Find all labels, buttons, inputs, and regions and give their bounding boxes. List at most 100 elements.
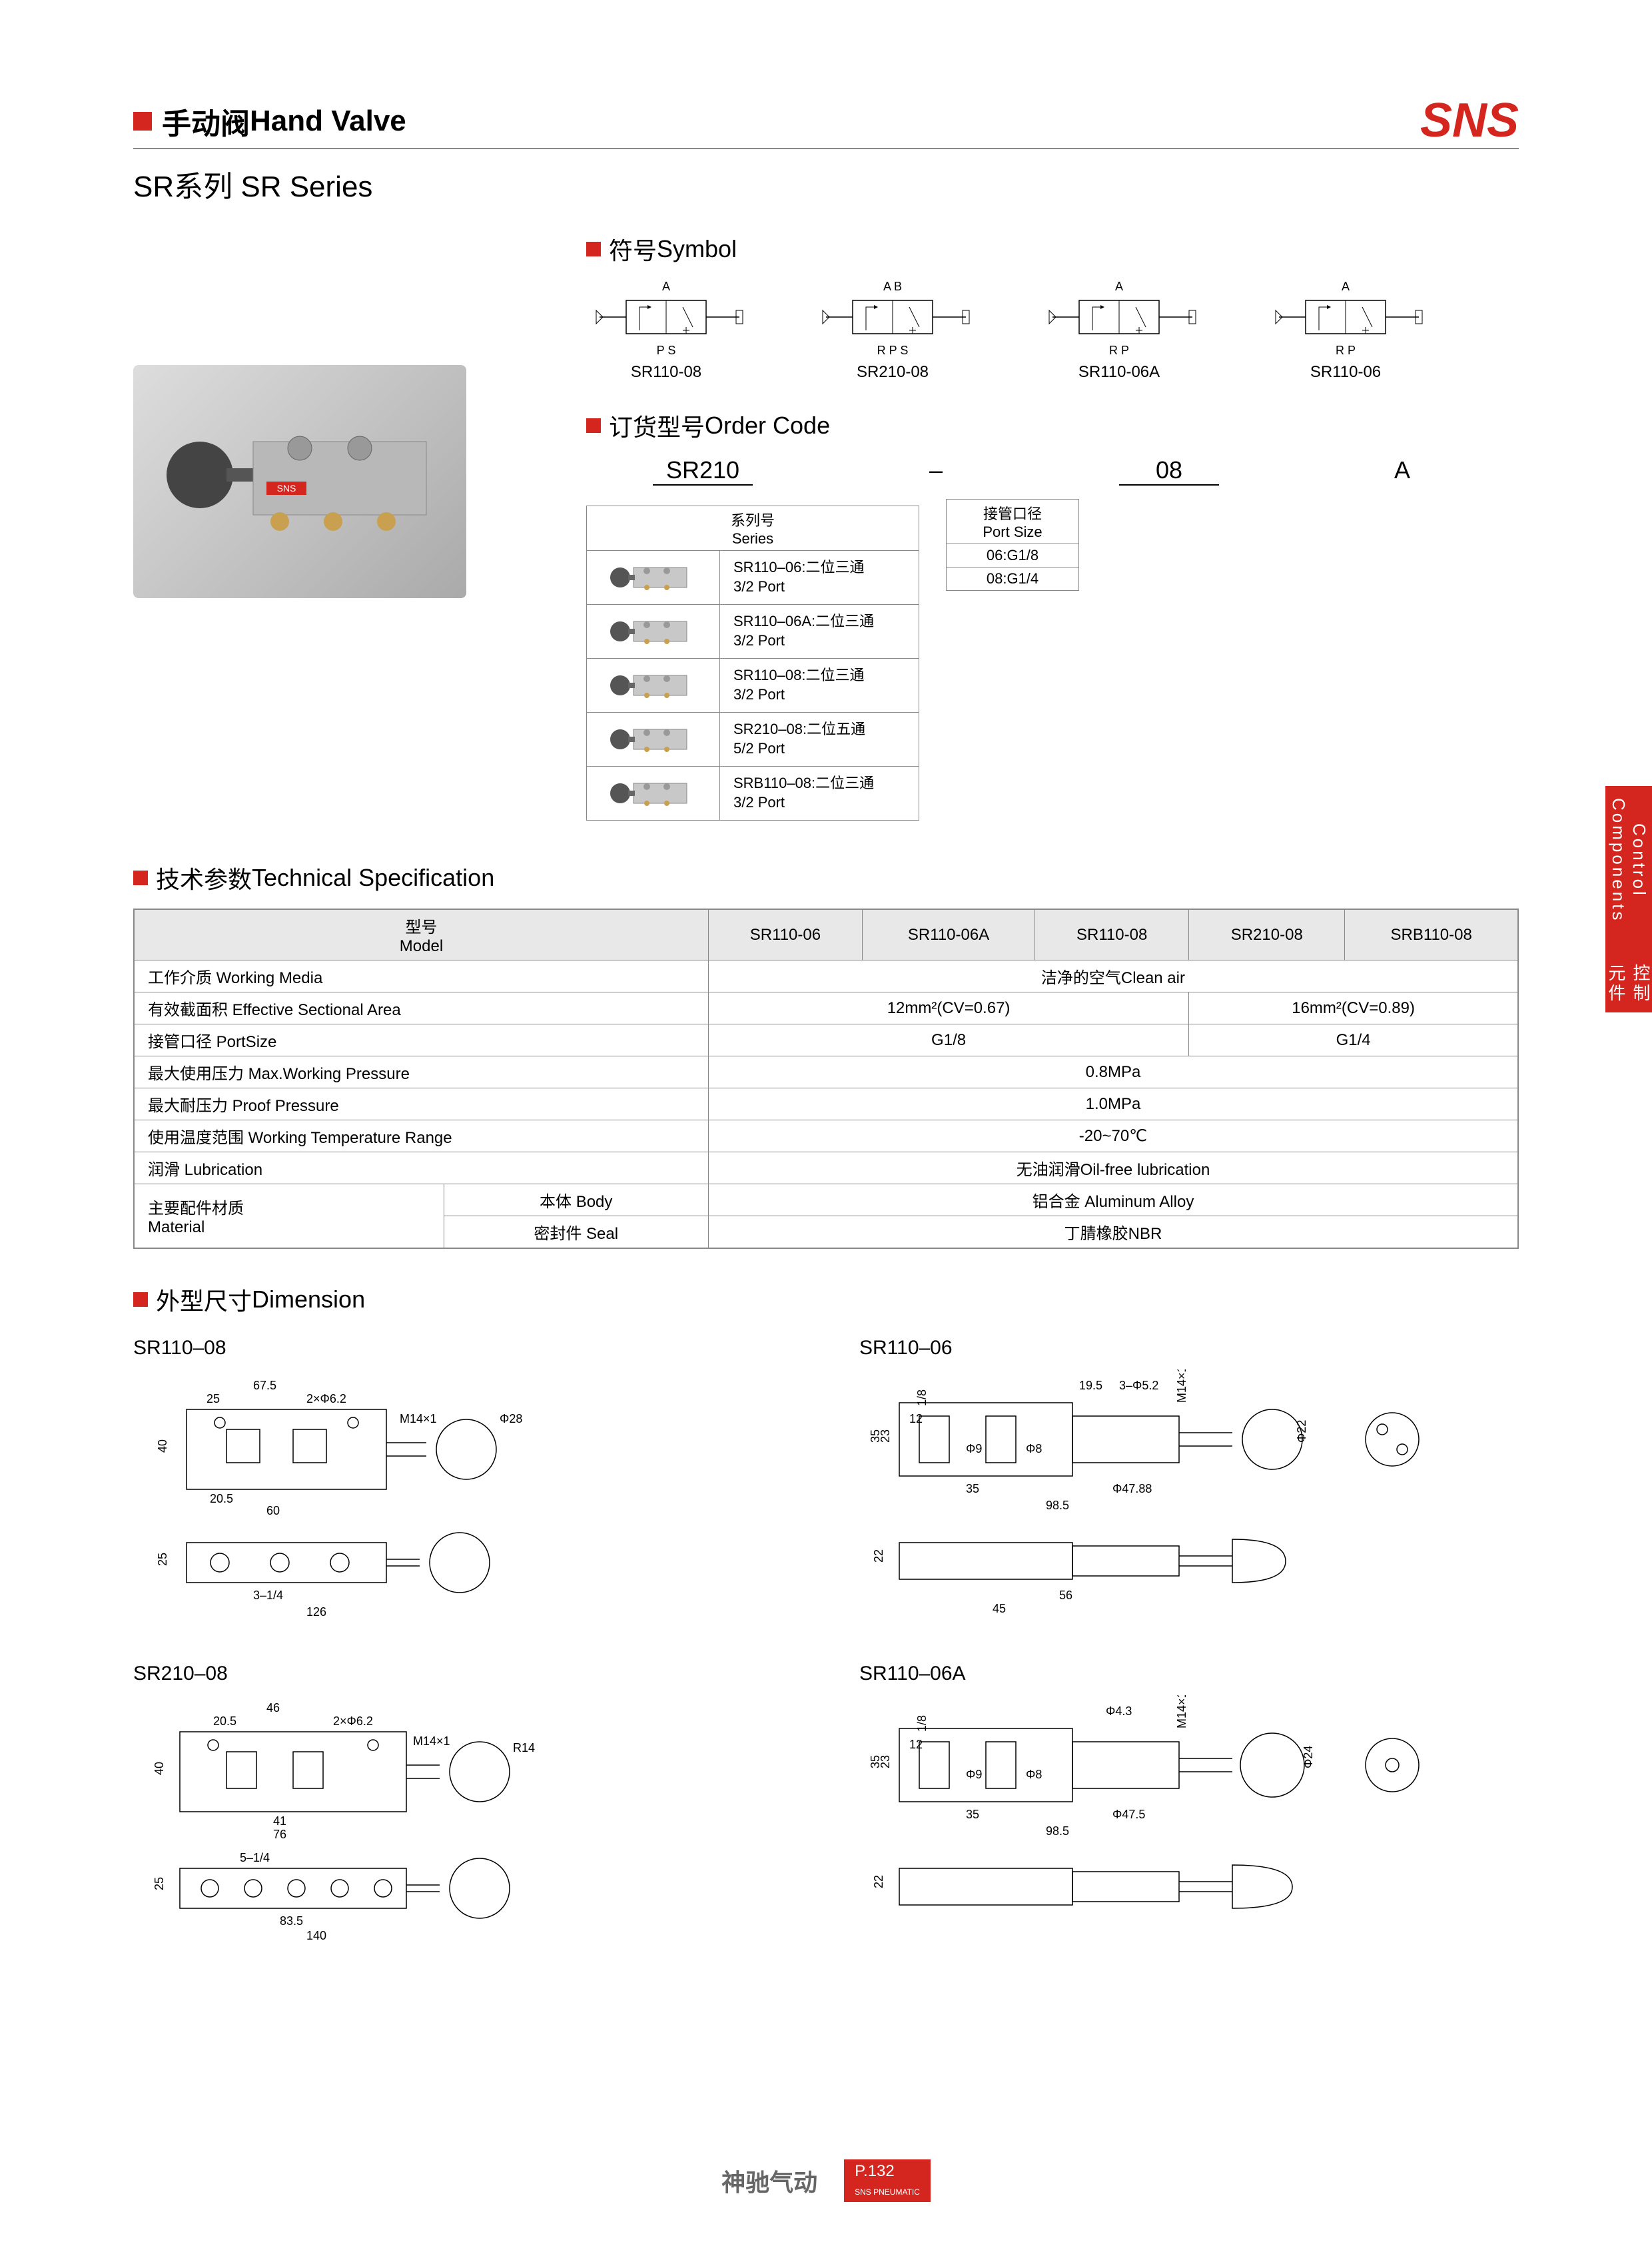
series-header: 系列号 Series	[587, 506, 919, 551]
table-cell: G1/4	[1189, 1024, 1518, 1056]
symbol-model-label: SR110-08	[586, 363, 746, 382]
subtitle-cn: SR系列	[133, 171, 232, 203]
symbol-row: A P S SR110-08 A B R	[586, 280, 1519, 382]
dimension-drawing: 46 20.5 2×Φ6.2 M14×1 R14 40 41 76 25 5–1…	[133, 1695, 793, 1948]
svg-text:20.5: 20.5	[210, 1492, 233, 1505]
spec-heading-en: Technical Specification	[252, 864, 494, 892]
dim-heading-en: Dimension	[252, 1286, 365, 1313]
svg-text:SNS: SNS	[277, 483, 296, 494]
dim-heading: 外型尺寸 Dimension	[133, 1282, 1519, 1317]
order-port: 08	[1119, 456, 1219, 486]
table-header: SRB110-08	[1345, 909, 1518, 960]
table-label: 润滑 Lubrication	[134, 1152, 708, 1184]
series-text: SRB110–08:二位三通3/2 Port	[720, 767, 887, 819]
series-text: SR110–06:二位三通3/2 Port	[720, 552, 877, 603]
svg-text:22: 22	[872, 1549, 885, 1563]
series-text: SR110–06A:二位三通3/2 Port	[720, 605, 887, 657]
spec-table: 型号 Model SR110-06 SR110-06A SR110-08 SR2…	[133, 909, 1519, 1249]
table-label: 最大使用压力 Max.Working Pressure	[134, 1056, 708, 1088]
table-cell: 无油润滑Oil-free lubrication	[708, 1152, 1518, 1184]
series-thumbnail	[587, 551, 720, 604]
table-row: 使用温度范围 Working Temperature Range-20~70℃	[134, 1120, 1518, 1152]
svg-text:Φ47.88: Φ47.88	[1112, 1482, 1152, 1495]
table-row: 最大使用压力 Max.Working Pressure0.8MPa	[134, 1056, 1518, 1088]
series-row: SR110–08:二位三通3/2 Port	[587, 659, 919, 713]
table-label: 使用温度范围 Working Temperature Range	[134, 1120, 708, 1152]
dimension-item: SR110–08 67.5 25 2×Φ6.2 M14×1 Φ28 40 20.…	[133, 1337, 793, 1623]
svg-text:R14: R14	[513, 1741, 535, 1754]
port-row: 08:G1/4	[947, 567, 1078, 590]
bullet-icon	[133, 871, 148, 885]
port-table: 接管口径 Port Size 06:G1/808:G1/4	[946, 499, 1079, 591]
symbol-bottom-label: P S	[586, 344, 746, 358]
order-series: SR210	[653, 456, 753, 486]
svg-text:Φ8: Φ8	[1026, 1442, 1042, 1455]
series-row: SRB110–08:二位三通3/2 Port	[587, 767, 919, 820]
svg-text:35: 35	[966, 1482, 979, 1495]
model-header-en: Model	[400, 937, 443, 955]
order-heading-cn: 订货型号	[609, 408, 705, 443]
side-tab-cn: 控制元件	[1604, 955, 1652, 1012]
table-cell: 1.0MPa	[708, 1088, 1518, 1120]
symbol-top-label: A	[1039, 280, 1199, 294]
table-cell: -20~70℃	[708, 1120, 1518, 1152]
order-suffix: A	[1352, 456, 1452, 486]
table-cell: G1/8	[708, 1024, 1188, 1056]
bullet-icon	[586, 242, 601, 256]
svg-text:M14×1: M14×1	[1175, 1369, 1188, 1403]
svg-text:98.5: 98.5	[1046, 1499, 1069, 1512]
svg-text:40: 40	[153, 1762, 166, 1775]
footer-page-number: P.132 SNS PNEUMATIC	[844, 2159, 931, 2202]
title-cn: 手动阀	[162, 100, 250, 143]
svg-text:41: 41	[273, 1814, 286, 1828]
side-tab-en: Control Components	[1608, 786, 1649, 935]
svg-text:12: 12	[909, 1738, 923, 1751]
svg-text:Φ28: Φ28	[500, 1412, 522, 1425]
svg-text:Φ47.5: Φ47.5	[1112, 1808, 1145, 1821]
symbol-heading: 符号 Symbol	[586, 232, 1519, 266]
symbol-bottom-label: R P	[1266, 344, 1426, 358]
page-title: 手动阀Hand Valve	[133, 100, 1519, 143]
header-divider	[133, 148, 1519, 149]
svg-text:60: 60	[266, 1504, 280, 1517]
table-label: 接管口径 PortSize	[134, 1024, 708, 1056]
page-subtitle: SR系列 SR Series	[133, 163, 1519, 205]
symbol-model-label: SR110-06	[1266, 363, 1426, 382]
product-photo: SNS	[133, 365, 466, 598]
dimension-drawing: 67.5 25 2×Φ6.2 M14×1 Φ28 40 20.5 60 25 3…	[133, 1369, 793, 1623]
side-tab: Control Components 控制元件	[1605, 786, 1652, 1012]
footer-brand-cn: 神驰气动	[721, 2169, 817, 2196]
svg-text:83.5: 83.5	[280, 1914, 303, 1928]
svg-text:23: 23	[879, 1429, 892, 1443]
series-thumbnail	[587, 659, 720, 712]
series-row: SR210–08:二位五通5/2 Port	[587, 713, 919, 767]
port-header-en: Port Size	[983, 524, 1042, 540]
table-header: SR210-08	[1189, 909, 1345, 960]
svg-text:35: 35	[966, 1808, 979, 1821]
series-thumbnail	[587, 767, 720, 820]
port-row: 06:G1/8	[947, 544, 1078, 567]
symbol-diagram	[586, 294, 746, 340]
title-en: Hand Valve	[250, 105, 406, 138]
table-row: 工作介质 Working Media洁净的空气Clean air	[134, 960, 1518, 992]
symbol-heading-en: Symbol	[657, 235, 737, 263]
dimension-grid: SR110–08 67.5 25 2×Φ6.2 M14×1 Φ28 40 20.…	[133, 1337, 1519, 1948]
footer-brand: 神驰气动	[721, 2163, 817, 2198]
svg-text:45: 45	[993, 1602, 1006, 1615]
page-footer: 神驰气动 P.132 SNS PNEUMATIC	[0, 2159, 1652, 2202]
bullet-icon	[586, 418, 601, 433]
series-header-en: Series	[732, 530, 773, 547]
table-row: 主要配件材质Material 本体 Body 铝合金 Aluminum Allo…	[134, 1184, 1518, 1216]
footer-sub: SNS PNEUMATIC	[855, 2187, 920, 2197]
svg-text:3–1/4: 3–1/4	[253, 1589, 283, 1602]
series-table: 系列号 Series SR110–06:二位三通3/2 Port	[586, 506, 919, 821]
table-cell: 铝合金 Aluminum Alloy	[708, 1184, 1518, 1216]
symbol-diagram	[813, 294, 973, 340]
svg-text:Φ22: Φ22	[1295, 1420, 1308, 1443]
subtitle-en: SR Series	[240, 171, 372, 203]
svg-text:Φ4.3: Φ4.3	[1106, 1704, 1132, 1718]
order-dash: –	[886, 456, 986, 486]
bullet-icon	[133, 112, 152, 131]
table-label: 主要配件材质Material	[134, 1184, 444, 1249]
order-heading: 订货型号 Order Code	[586, 408, 1519, 443]
